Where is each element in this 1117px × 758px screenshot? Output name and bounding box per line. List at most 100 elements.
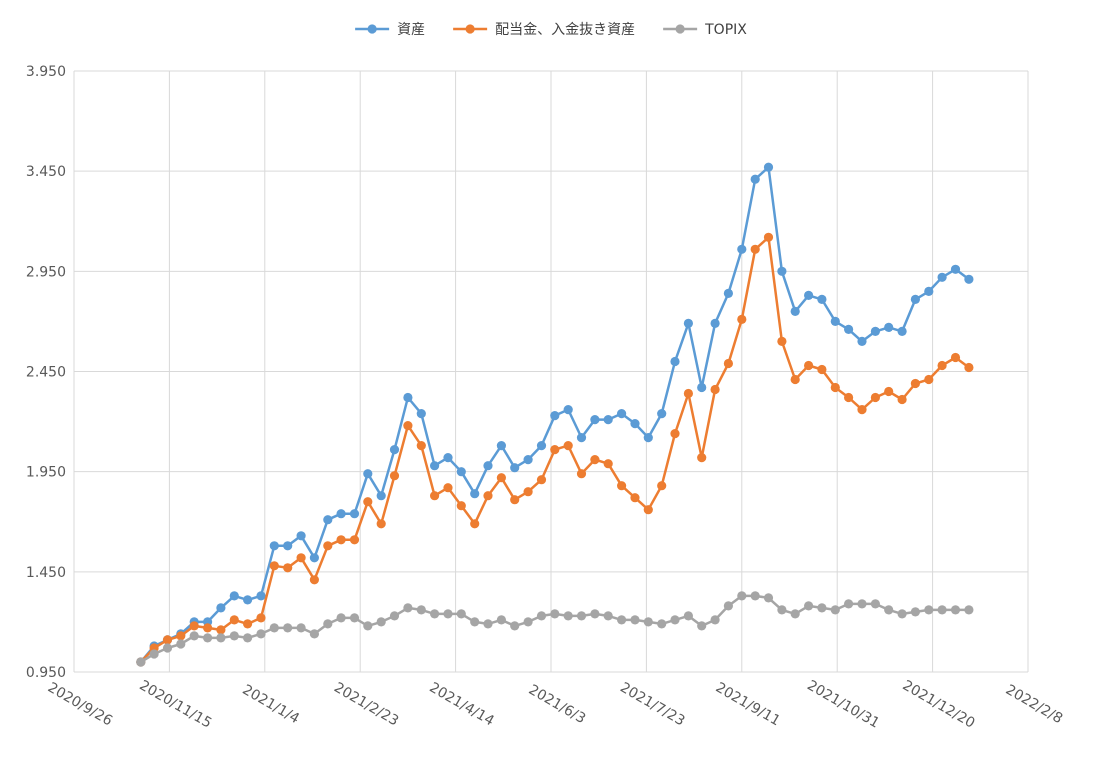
data-point [536,611,547,621]
data-point [470,617,480,627]
data-point [924,374,934,385]
series-group [136,162,974,667]
data-point [737,314,747,324]
data-point [817,603,827,613]
data-point [630,419,640,429]
data-point [162,643,173,653]
y-tick-label: 3.950 [26,64,66,80]
data-point [844,392,854,403]
data-point [176,631,186,641]
data-point [309,629,319,639]
data-point [763,593,774,603]
data-point [576,611,587,621]
data-point [590,455,600,465]
data-point [590,415,600,425]
data-point [897,394,907,405]
data-point [416,441,426,451]
data-point [430,491,440,501]
y-tick-label: 2.450 [26,365,66,381]
y-tick-label: 2.950 [26,264,66,280]
data-point [189,631,199,641]
data-point [363,497,373,507]
data-point [830,316,840,326]
y-tick-label: 1.950 [26,465,66,481]
x-tick-label: 2021/6/3 [526,682,588,727]
data-point [563,611,573,621]
x-tick-label: 2021/1/4 [240,682,303,727]
data-point [416,409,426,419]
data-point [216,603,226,613]
data-point [470,489,480,499]
data-point [496,615,506,625]
data-point [323,515,333,525]
data-point [443,483,453,493]
data-point [777,336,787,346]
data-point [389,471,400,481]
data-point [723,601,734,611]
data-point [456,467,466,477]
y-tick-label: 1.450 [26,565,66,581]
data-point [496,441,506,451]
data-point [256,629,266,639]
data-point [790,374,800,385]
data-point [603,459,613,469]
data-point [483,619,493,629]
data-point [643,433,653,443]
data-point [630,493,640,503]
data-point [817,294,827,304]
data-point [870,599,881,609]
gridlines [73,70,1029,673]
data-point [884,605,894,615]
series-lines [136,162,974,667]
data-point [937,360,947,371]
data-point [349,509,360,519]
data-point [243,633,253,643]
data-point [617,481,627,491]
x-tick-label: 2020/9/26 [45,680,115,730]
data-point [924,286,934,296]
data-point [710,615,720,625]
data-point [296,623,306,633]
data-point [470,519,480,529]
data-point [162,635,173,645]
data-point [536,441,547,451]
data-point [229,591,239,601]
data-point [737,591,747,601]
data-point [443,609,453,619]
x-tick-label: 2021/9/11 [713,680,783,730]
legend-label: 配当金、入金抜き資産 [495,22,635,38]
data-point [697,453,707,463]
data-point [723,288,734,298]
data-point [496,473,506,483]
data-point [336,613,346,623]
data-point [456,609,466,619]
x-tick-label: 2021/10/31 [804,677,882,731]
y-tick-label: 0.950 [26,665,66,681]
data-point [777,605,787,615]
data-point [550,411,560,421]
data-point [256,613,266,623]
data-point [389,445,400,455]
data-point [630,615,640,625]
data-point [884,386,894,397]
data-point [683,611,694,621]
data-point [844,324,854,334]
data-point [510,495,520,505]
data-point [697,382,707,393]
x-tick-label: 2022/2/8 [1003,682,1065,727]
data-point [964,605,974,615]
data-point [763,232,774,242]
data-point [216,633,226,643]
data-point [603,611,613,621]
data-point [349,535,360,545]
data-point [389,611,400,621]
x-tick-label: 2021/4/14 [427,680,497,730]
data-point [804,360,814,371]
data-point [670,356,680,367]
data-point [203,633,213,643]
data-point [510,621,520,631]
data-point [910,378,921,389]
data-point [657,409,667,419]
data-point [884,322,894,332]
